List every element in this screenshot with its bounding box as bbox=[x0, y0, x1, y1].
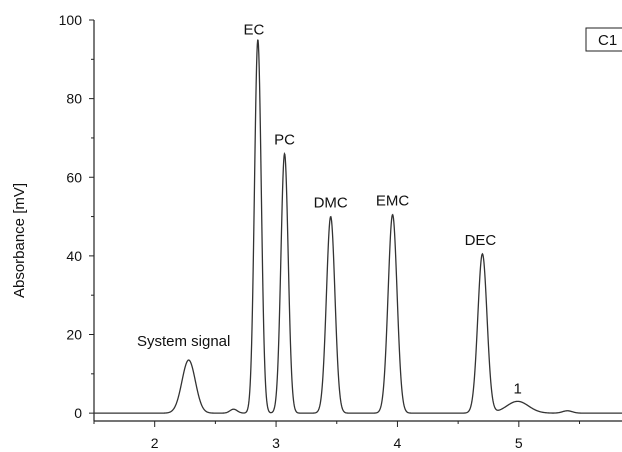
peak-label: EMC bbox=[376, 193, 410, 210]
panel-label-box: C1 bbox=[585, 27, 622, 52]
y-axis-title: Absorbance [mV] bbox=[11, 183, 28, 298]
peak-label: DMC bbox=[314, 195, 348, 212]
x-tick-label: 2 bbox=[151, 435, 159, 451]
ticks bbox=[89, 19, 581, 427]
y-tick-label: 20 bbox=[66, 327, 82, 343]
peak-label: PC bbox=[274, 132, 295, 149]
peak-label: 1 bbox=[513, 380, 521, 397]
y-tick-label: 60 bbox=[66, 169, 82, 185]
x-tick-label: 4 bbox=[394, 435, 402, 451]
peak-label: DEC bbox=[465, 232, 497, 249]
y-tick-label: 0 bbox=[74, 405, 82, 421]
y-tick-label: 80 bbox=[66, 91, 82, 107]
panel-label: C1 bbox=[598, 32, 617, 49]
peak-label: EC bbox=[243, 22, 264, 39]
peak-label: System signal bbox=[137, 333, 230, 350]
chromatogram-trace bbox=[94, 39, 622, 414]
axes bbox=[93, 20, 622, 422]
x-tick-label: 3 bbox=[272, 435, 280, 451]
peak-labels: System signal EC PC DMC EMC DEC 1 bbox=[137, 22, 522, 398]
tick-labels: 0 20 40 60 80 100 2 3 4 5 bbox=[59, 12, 523, 451]
y-tick-label: 100 bbox=[59, 12, 83, 28]
trace-group bbox=[94, 39, 622, 414]
panel-label-frame bbox=[585, 27, 622, 52]
y-tick-label: 40 bbox=[66, 248, 82, 264]
x-tick-label: 5 bbox=[515, 435, 523, 451]
